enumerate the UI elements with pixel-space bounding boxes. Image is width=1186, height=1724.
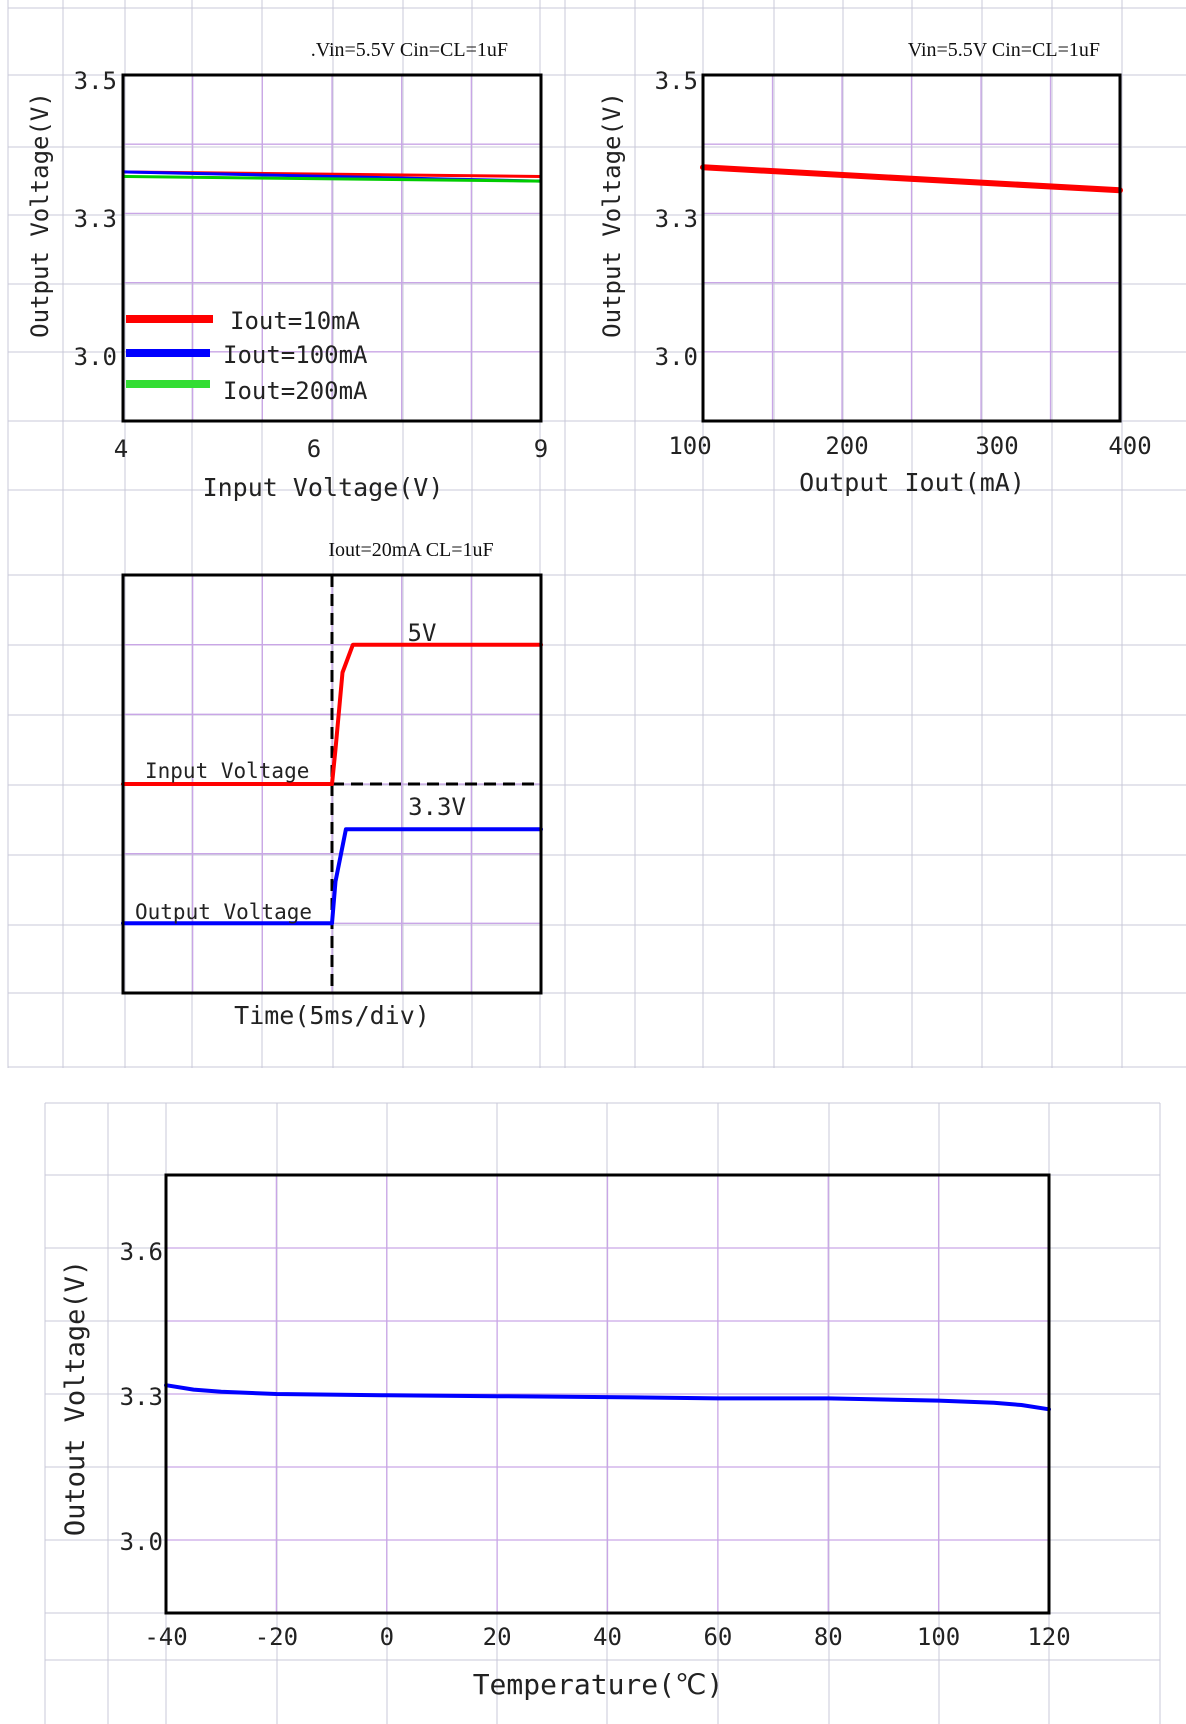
chart1-ylabel: Output Voltage(V) (26, 92, 54, 338)
legend-label-10ma: Iout=10mA (230, 307, 361, 335)
chart4-frame (164, 1173, 1051, 1615)
chart-startup-timing: Iout=20mA CL=1uF 5V Input Voltage 3.3V O… (121, 539, 543, 1030)
chart1-xtick-2: 6 (307, 435, 321, 463)
chart4-xtick-label: 100 (917, 1623, 960, 1651)
chart-temperature: 3.6 3.3 3.0 Outout Voltage(V) Temperatur… (60, 1173, 1071, 1701)
chart4-xtick-label: 40 (593, 1623, 622, 1651)
chart2-ylabel: Output Voltage(V) (598, 92, 626, 338)
legend-label-200ma: Iout=200mA (223, 377, 368, 405)
annotation-output-voltage: Output Voltage (135, 900, 312, 924)
chart1-subtitle: .Vin=5.5V Cin=CL=1uF (311, 39, 508, 61)
annotation-input-voltage: Input Voltage (145, 759, 309, 783)
chart4-xtick-label: 80 (814, 1623, 843, 1651)
chart3-plot-area (121, 575, 543, 993)
annotation-5v: 5V (408, 619, 437, 647)
chart4-ylabel: Outout Voltage(V) (60, 1260, 91, 1536)
chart4-xlabel: Temperature(℃) (473, 1668, 724, 1701)
chart4-ytick-3: 3.0 (120, 1528, 163, 1556)
chart-output-current: Vin=5.5V Cin=CL=1uF 3.5 3.3 3.0 100 200 … (598, 39, 1152, 497)
series-line-2 (121, 827, 543, 926)
legend-label-100ma: Iout=100mA (223, 341, 368, 369)
chart4-plot-area (164, 1175, 1051, 1613)
chart1-xtick-1: 4 (114, 435, 128, 463)
chart1-ytick-3: 3.0 (74, 343, 117, 371)
chart1-xlabel: Input Voltage(V) (203, 473, 444, 502)
chart2-frame (701, 73, 1122, 423)
chart2-xtick-2: 200 (825, 432, 868, 460)
chart3-frame (121, 573, 543, 995)
chart3-subtitle: Iout=20mA CL=1uF (328, 539, 493, 561)
series-line-1 (700, 164, 1123, 194)
series-line-1 (121, 642, 543, 786)
chart1-plot-area (121, 75, 543, 421)
chart4-x-ticks: -40 -20 0 20 40 60 80 100 120 (144, 1623, 1070, 1651)
background-grid (7, 0, 1186, 1724)
chart1-ytick-2: 3.3 (74, 205, 117, 233)
chart2-xtick-3: 300 (975, 432, 1018, 460)
chart3-xlabel: Time(5ms/div) (234, 1001, 430, 1030)
chart1-frame (121, 73, 543, 423)
chart1-xtick-3: 9 (534, 435, 548, 463)
chart4-ytick-1: 3.6 (120, 1238, 163, 1266)
chart2-ytick-1: 3.5 (655, 67, 698, 95)
chart4-xtick-label: 0 (380, 1623, 394, 1651)
chart1-ytick-1: 3.5 (74, 67, 117, 95)
chart2-ytick-3: 3.0 (655, 343, 698, 371)
chart2-plot-area (700, 75, 1123, 421)
series-line-3 (121, 175, 543, 183)
chart4-xtick-label: 60 (703, 1623, 732, 1651)
chart2-subtitle: Vin=5.5V Cin=CL=1uF (908, 39, 1100, 61)
chart2-xtick-1: 100 (668, 432, 711, 460)
chart4-xtick-label: 120 (1027, 1623, 1070, 1651)
chart4-ytick-2: 3.3 (120, 1383, 163, 1411)
chart2-xlabel: Output Iout(mA) (799, 468, 1025, 497)
series-line-1 (164, 1383, 1051, 1412)
chart4-xtick-label: -40 (144, 1623, 187, 1651)
chart4-xtick-label: -20 (255, 1623, 298, 1651)
chart2-xtick-4: 400 (1108, 432, 1151, 460)
chart4-xtick-label: 20 (483, 1623, 512, 1651)
annotation-3v3: 3.3V (408, 793, 466, 821)
chart2-ytick-2: 3.3 (655, 205, 698, 233)
chart-input-voltage: .Vin=5.5V Cin=CL=1uF 3.5 3.3 3.0 4 6 9 I… (26, 39, 548, 502)
